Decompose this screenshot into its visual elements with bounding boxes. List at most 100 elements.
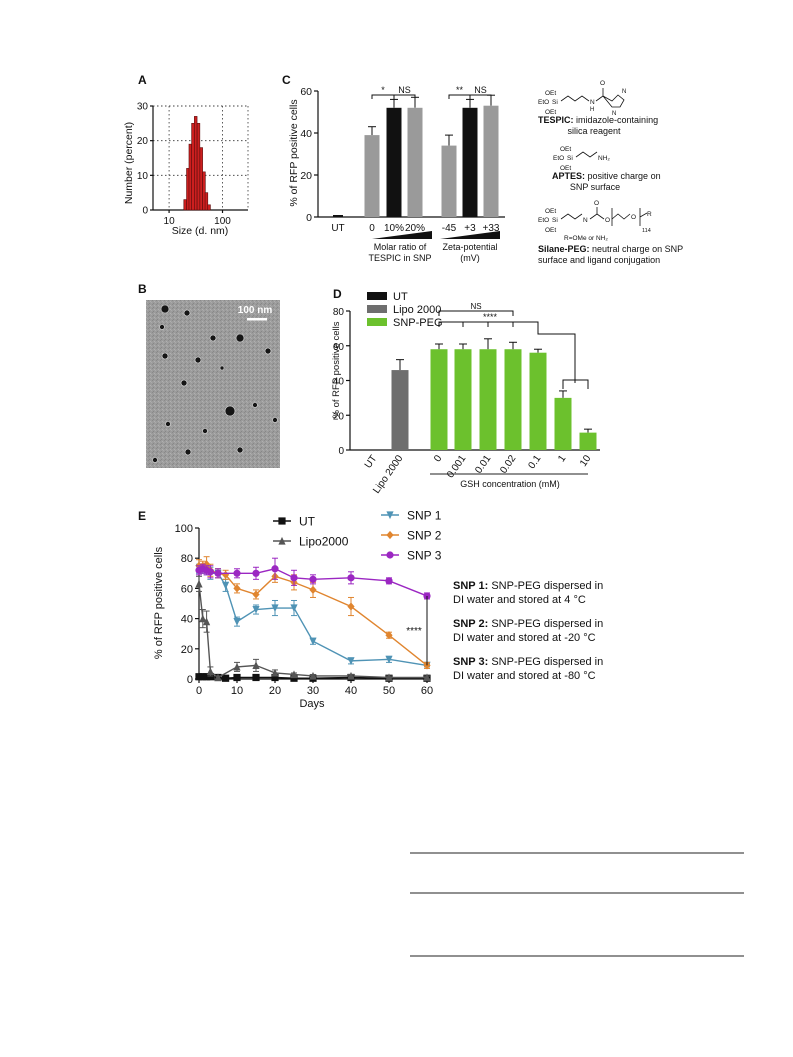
svg-text:O: O — [631, 214, 636, 221]
a-bar — [207, 204, 211, 211]
c-bar — [441, 145, 457, 217]
d-bar — [454, 349, 472, 450]
e-data-point — [385, 631, 393, 640]
d-xtick-label: 1 — [556, 453, 568, 464]
e-data-point — [347, 671, 355, 680]
c-xtick-label: +3 — [464, 223, 476, 234]
d-xtick-label: 0 — [432, 453, 444, 464]
e-data-point — [290, 604, 298, 613]
a-bar — [194, 116, 198, 211]
a-bar — [196, 123, 201, 211]
tem-particle — [272, 417, 278, 423]
e-ytick-label: 100 — [175, 523, 193, 535]
tem-scalebar — [247, 318, 267, 321]
c-bar — [483, 105, 499, 217]
a-xtick-label: 10 — [164, 216, 176, 227]
tem-scalebar-label: 100 nm — [238, 305, 273, 316]
d-legend-swatch — [367, 318, 387, 326]
e-xtick-label: 0 — [196, 685, 202, 697]
svg-text:N: N — [583, 217, 588, 224]
c-bar — [407, 107, 423, 217]
e-data-point — [309, 575, 317, 583]
tem-particle — [159, 324, 165, 330]
svg-text:Si: Si — [552, 99, 558, 106]
d-ytick-label: 80 — [333, 307, 345, 318]
d-sig-ns-label: NS — [470, 302, 481, 311]
e-xtick-label: 10 — [231, 685, 243, 697]
e-data-point — [195, 673, 203, 681]
a-bar — [199, 147, 203, 211]
e-data-point — [222, 581, 230, 590]
silane-peg-caption-line1: Silane-PEG: neutral charge on SNP — [538, 244, 683, 254]
e-ytick-label: 60 — [181, 583, 193, 595]
c-xtick-label: +33 — [483, 223, 500, 234]
e-legend-marker — [386, 511, 394, 520]
silane-peg-structure: OEt EtO Si OEt N O O O R 114 — [538, 200, 652, 234]
d-sig-4star-label: **** — [483, 312, 498, 322]
panel-e-ylabel: % of RFP positive cells — [153, 546, 165, 659]
svg-text:OEt: OEt — [545, 227, 556, 234]
note-snp2-line1: SNP 2: SNP-PEG dispersed in — [453, 618, 603, 630]
e-xtick-label: 50 — [383, 685, 395, 697]
tem-particle — [161, 352, 169, 360]
tem-particle — [224, 405, 236, 417]
panel-a-xlabel: Size (d. nm) — [172, 225, 229, 237]
svg-text:OEt: OEt — [545, 90, 556, 97]
e-xtick-label: 20 — [269, 685, 281, 697]
panel-e-notes: SNP 1: SNP-PEG dispersed in DI water and… — [453, 580, 603, 682]
panel-c-group2-label-2: (mV) — [460, 253, 480, 263]
c-bar — [462, 107, 478, 217]
c-sig-2-bracket — [393, 94, 416, 99]
a-ytick-label: 30 — [137, 102, 149, 113]
a-bar — [204, 192, 209, 211]
tem-particle — [252, 402, 258, 408]
e-legend-marker — [278, 517, 286, 525]
tem-particle — [160, 304, 170, 314]
note-snp1-line2: DI water and stored at 4 °C — [453, 594, 586, 606]
d-xtick-label: 0.1 — [526, 453, 543, 471]
tem-particle — [184, 448, 192, 456]
svg-text:114: 114 — [642, 228, 651, 234]
tespic-caption-line1: TESPIC: imidazole-containing — [538, 115, 658, 125]
panel-e-line-chart: 0 20 40 60 80 100 0 10 20 30 40 50 60 **** UT Lipo2000 S… — [175, 509, 442, 698]
note-snp3-line2: DI water and stored at -80 °C — [453, 670, 596, 682]
e-data-point — [252, 661, 260, 670]
d-legend-label: Lipo 2000 — [393, 304, 441, 316]
c-sig-1-bracket — [371, 94, 395, 99]
e-data-point — [233, 569, 241, 577]
panel-c-letter: C — [282, 73, 291, 87]
c-sig-3-label: ** — [456, 85, 464, 95]
d-sig-4star-ticks — [462, 322, 514, 327]
panel-a-histogram: 0 10 20 30 10 100 — [137, 102, 249, 227]
e-data-point — [206, 568, 214, 576]
panel-a-letter: A — [138, 73, 147, 87]
aptes-structure: OEt EtO Si OEt NH₂ — [553, 146, 610, 172]
a-bar — [202, 171, 206, 211]
note-snp2-line2: DI water and stored at -20 °C — [453, 632, 596, 644]
e-data-point — [206, 667, 214, 676]
c-bar — [386, 107, 402, 217]
tem-particle — [235, 333, 245, 343]
svg-text:EtO: EtO — [538, 217, 549, 224]
e-data-point — [252, 569, 260, 577]
c-sig-2-label: NS — [398, 85, 411, 95]
e-ytick-label: 40 — [181, 614, 193, 626]
aptes-caption-line2: SNP surface — [570, 182, 620, 192]
e-data-point — [290, 574, 298, 582]
d-sig-ns-bracket — [438, 310, 514, 316]
c-ytick-label: 60 — [300, 86, 312, 98]
tem-particle — [180, 379, 188, 387]
svg-text:O: O — [605, 217, 610, 224]
e-xtick-label: 60 — [421, 685, 433, 697]
chemical-structures: OEt EtO Si OEt N H O N N TESPIC: imidazo… — [538, 80, 683, 265]
e-data-point — [252, 590, 260, 599]
e-data-point — [309, 637, 317, 646]
e-data-point — [271, 673, 279, 682]
c-ytick-label: 40 — [300, 128, 312, 140]
a-bar — [191, 123, 195, 211]
d-xtick-label: 0.001 — [445, 453, 469, 480]
tem-particle — [219, 365, 225, 371]
svg-text:O: O — [594, 200, 599, 207]
